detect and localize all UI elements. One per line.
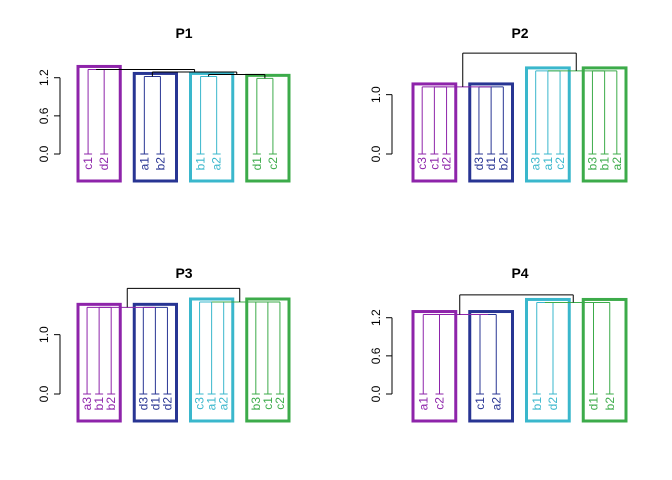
panel-1-title: P1	[175, 25, 192, 41]
panel-2-leaf-label: d1	[484, 157, 498, 171]
panel-4-leaf-label: b2	[603, 397, 617, 411]
panel-2-cluster-2-box	[468, 82, 514, 183]
panel-2-leaf-label: d3	[472, 157, 486, 171]
panel-3-cluster-1-box	[76, 302, 122, 423]
panel-4-leaf-label: a1	[416, 397, 430, 411]
panel-3-leaf-label: c2	[273, 397, 287, 410]
panel-4-leaf-label: b1	[530, 397, 544, 411]
panel-4-cluster-3-box	[525, 297, 571, 423]
panel-2-leaf-label: c2	[553, 157, 567, 170]
panel-2-cluster-1-box	[411, 82, 458, 183]
panel-1-leaf-label: c2	[266, 157, 280, 170]
panel-2-cluster-4-box	[581, 66, 628, 183]
panel-1-leaf-label: b1	[194, 157, 208, 171]
panel-1-leaf-label: b2	[153, 157, 167, 171]
panel-3-leaf-label: d1	[148, 397, 162, 411]
panel-2-leaf-label: a1	[541, 157, 555, 171]
panel-2-leaf-label: b1	[598, 157, 612, 171]
panel-1-leaf-label: a2	[210, 157, 224, 171]
panel-3-y-tick-label: 1.0	[37, 326, 51, 343]
panel-1-leaf-label: a1	[137, 157, 151, 171]
panel-3-y-tick-label: 0.0	[37, 385, 51, 402]
panel-2-leaf-label: c3	[415, 157, 429, 170]
panel-3-cluster-3-box	[189, 297, 235, 423]
panel-3-leaf-label: a2	[217, 397, 231, 411]
panel-4-cluster-1-box	[411, 310, 458, 423]
panel-4-leaf-label: d1	[587, 397, 601, 411]
panel-1-cluster-3-box	[189, 71, 235, 183]
panel-1-cluster-1-box	[76, 64, 122, 183]
panel-3-cluster-4-box	[245, 297, 291, 423]
panel-4-title: P4	[511, 265, 528, 281]
panel-3-cluster-2-box	[132, 302, 178, 423]
panel-1-cluster-4-box	[245, 73, 291, 183]
panel-2-title: P2	[511, 25, 528, 41]
panel-4-y-tick-label: 0.6	[369, 347, 383, 364]
panel-3-title: P3	[175, 265, 192, 281]
panel-4-cluster-4-box	[581, 297, 628, 423]
panel-2-leaf-label: a3	[529, 157, 543, 171]
panel-4-y-tick-label: 0.0	[369, 385, 383, 402]
panel-4-leaf-label: d2	[546, 397, 560, 411]
panel-2-leaf-label: d2	[440, 157, 454, 171]
panel-2-cluster-3-box	[525, 66, 571, 183]
panel-4-leaf-label: c1	[473, 397, 487, 410]
panel-1-y-tick-label: 0.0	[37, 145, 51, 162]
panel-3-leaf-label: a1	[205, 397, 219, 411]
panel-3-leaf-label: b3	[249, 397, 263, 411]
panel-3-leaf-label: b1	[92, 397, 106, 411]
panel-2-leaf-label: b3	[585, 157, 599, 171]
panel-4-leaf-label: c2	[433, 397, 447, 410]
panel-4-leaf-label: a2	[489, 397, 503, 411]
panel-3-leaf-label: b2	[104, 397, 118, 411]
panel-2-y-tick-label: 0.0	[369, 145, 383, 162]
panel-1-y-tick-label: 1.2	[37, 69, 51, 86]
panel-1-leaf-label: c1	[81, 157, 95, 170]
panel-1-cluster-2-box	[132, 71, 178, 183]
panel-1-leaf-label: d1	[250, 157, 264, 171]
panel-2-y-tick-label: 1.0	[369, 86, 383, 103]
panel-3-leaf-label: c1	[261, 397, 275, 410]
panel-1-y-tick-label: 0.6	[37, 107, 51, 124]
panel-2-leaf-label: a2	[610, 157, 624, 171]
panel-3-leaf-label: c3	[193, 397, 207, 410]
panel-3-leaf-label: d2	[160, 397, 174, 411]
panel-2-leaf-label: b2	[496, 157, 510, 171]
panel-3-leaf-label: d3	[136, 397, 150, 411]
panel-3-leaf-label: a3	[80, 397, 94, 411]
panel-1-leaf-label: d2	[97, 157, 111, 171]
panel-2-leaf-label: c1	[427, 157, 441, 170]
panel-4-y-tick-label: 1.2	[369, 309, 383, 326]
panel-4-cluster-2-box	[468, 310, 514, 423]
